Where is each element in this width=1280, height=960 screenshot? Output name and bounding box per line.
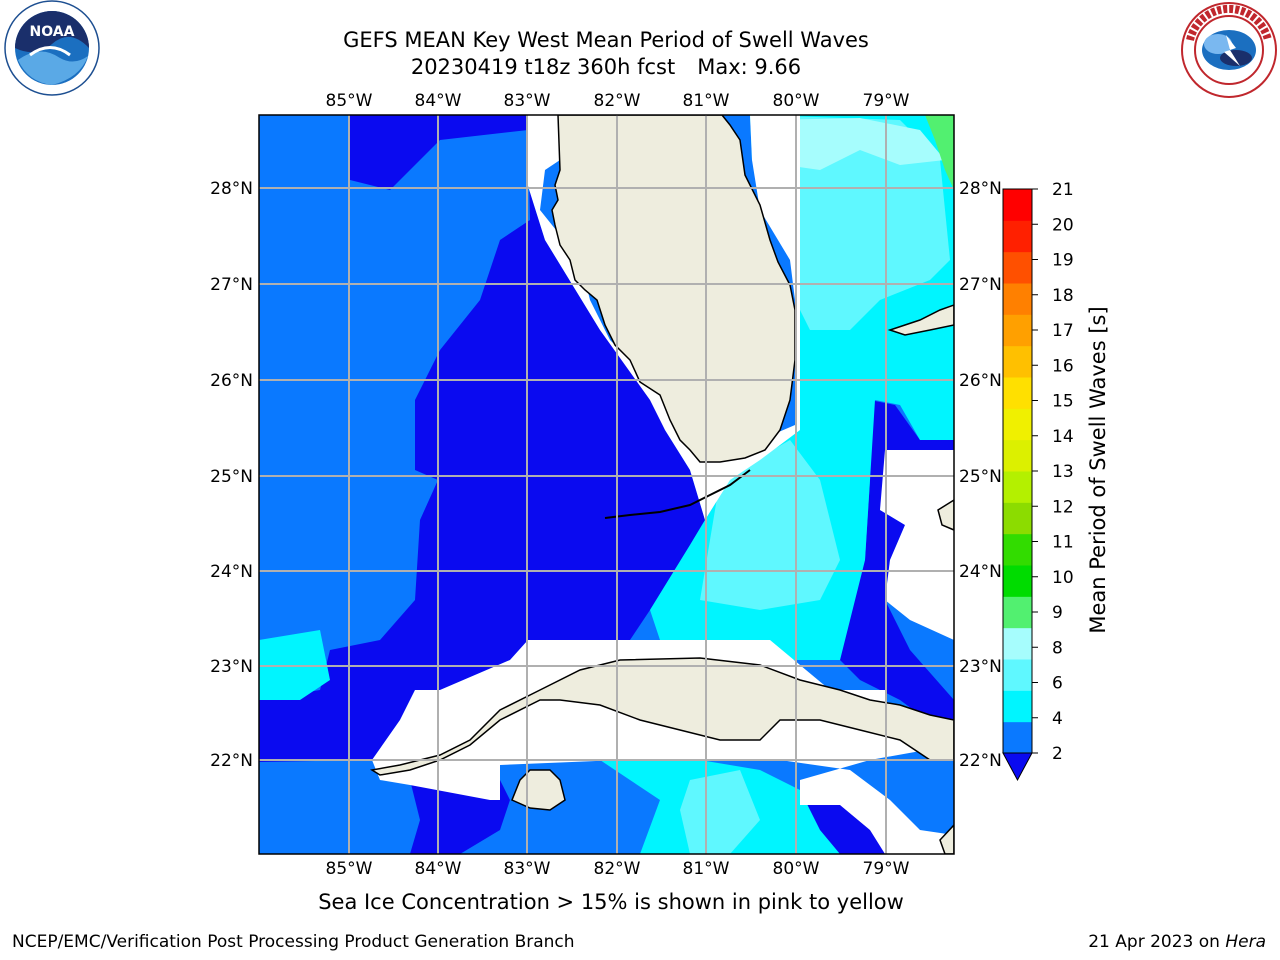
lon-tick-bottom: 83°W <box>504 859 551 879</box>
lon-tick-bottom: 79°W <box>863 859 910 879</box>
colorbar-segment <box>1003 502 1032 535</box>
map-frame <box>258 114 955 855</box>
colorbar-tick-label: 9 <box>1052 603 1063 623</box>
lat-tick-left: 24°N <box>210 562 253 582</box>
footer-branch: NCEP/EMC/Verification Post Processing Pr… <box>12 932 575 952</box>
colorbar-tick-label: 21 <box>1052 180 1074 200</box>
colorbar-tick-label: 2 <box>1052 744 1063 764</box>
colorbar-tick-label: 8 <box>1052 638 1063 658</box>
lat-tick-right: 27°N <box>959 275 1002 295</box>
max-value: Max: 9.66 <box>697 55 802 79</box>
footer-host: Hera <box>1225 932 1266 952</box>
field-band-below-2-3 <box>840 400 954 740</box>
land-bahamas <box>887 304 954 336</box>
colorbar-segment <box>1003 251 1032 284</box>
colorbar-tick-label: 10 <box>1052 568 1074 588</box>
lon-tick-bottom: 80°W <box>773 859 820 879</box>
field-band-9-10 <box>925 115 954 190</box>
land-haiti <box>939 823 954 854</box>
land-isla-juventud <box>511 769 566 811</box>
colorbar-segment <box>1003 596 1032 629</box>
footer-date: 21 Apr 2023 on Hera <box>1088 932 1266 952</box>
colorbar-label: Mean Period of Swell Waves [s] <box>1086 306 1110 634</box>
map-title: GEFS MEAN Key West Mean Period of Swell … <box>343 28 869 52</box>
field-band-6-8 <box>760 115 950 330</box>
lon-tick-bottom: 84°W <box>415 859 462 879</box>
florida-keys <box>604 469 751 519</box>
colorbar-tick-label: 18 <box>1052 286 1074 306</box>
colorbar-tick-label: 19 <box>1052 251 1074 271</box>
noaa-logo: NOAA <box>4 0 100 96</box>
lat-tick-left: 23°N <box>210 657 253 677</box>
land-bahamas-2 <box>937 499 954 531</box>
colorbar-segment <box>1003 471 1032 503</box>
lon-tick-top: 81°W <box>683 91 730 111</box>
colorbar-segment <box>1003 721 1032 754</box>
colorbar-segment <box>1003 283 1032 315</box>
lon-tick-top: 79°W <box>863 91 910 111</box>
colorbar-segment <box>1003 627 1032 660</box>
sea-ice-caption: Sea Ice Concentration > 15% is shown in … <box>318 890 904 914</box>
colorbar-tick-label: 11 <box>1052 533 1074 553</box>
colorbar-segment <box>1003 189 1032 221</box>
colorbar-segment <box>1003 345 1032 378</box>
lon-tick-bottom: 82°W <box>594 859 641 879</box>
colorbar-segment <box>1003 659 1032 691</box>
map-gridlines <box>259 115 954 854</box>
lat-tick-right: 26°N <box>959 371 1002 391</box>
colorbar-tick-label: 13 <box>1052 462 1074 482</box>
colorbar-segment <box>1003 690 1032 723</box>
colorbar-tick-label: 20 <box>1052 215 1074 235</box>
svg-text:NOAA: NOAA <box>30 24 75 40</box>
missing-area-bahamas <box>880 450 954 640</box>
map-subtitle: 20230419 t18z 360h fcst Max: 9.66 <box>258 54 954 80</box>
colorbar-segment <box>1003 220 1032 253</box>
lon-tick-bottom: 81°W <box>683 859 730 879</box>
missing-area-florida <box>528 115 800 520</box>
footer-date-text: 21 Apr 2023 on <box>1088 932 1226 952</box>
lon-tick-top: 83°W <box>504 91 551 111</box>
forecast-date: 20230419 t18z 360h fcst <box>410 55 676 79</box>
colorbar-tick-label: 17 <box>1052 321 1074 341</box>
colorbar-tick-label: 6 <box>1052 674 1063 694</box>
colorbar-tick-label: 12 <box>1052 497 1074 517</box>
colorbar-segment <box>1003 565 1032 597</box>
lat-tick-left: 22°N <box>210 751 253 771</box>
lon-tick-top: 80°W <box>773 91 820 111</box>
colorbar-segment <box>1003 408 1032 441</box>
field-band-6-8-3 <box>680 770 760 854</box>
lon-tick-top: 82°W <box>594 91 641 111</box>
colorbar-segment <box>1003 377 1032 409</box>
lat-tick-right: 22°N <box>959 751 1002 771</box>
colorbar-segment <box>1003 533 1032 566</box>
colorbar-tick-label: 15 <box>1052 392 1074 412</box>
lat-tick-left: 28°N <box>210 179 253 199</box>
land-florida <box>551 115 796 463</box>
colorbar-segment <box>1003 439 1032 472</box>
field-band-below-2 <box>259 115 705 762</box>
colorbar-tick-label: 4 <box>1052 709 1063 729</box>
lat-tick-right: 28°N <box>959 179 1002 199</box>
field-band-8-9 <box>770 118 945 170</box>
lat-tick-right: 25°N <box>959 467 1002 487</box>
lon-tick-bottom: 85°W <box>326 859 373 879</box>
lat-tick-left: 25°N <box>210 467 253 487</box>
colorbar-tick-label: 14 <box>1052 427 1074 447</box>
lat-tick-left: 27°N <box>210 275 253 295</box>
nws-logo <box>1181 2 1277 98</box>
lon-tick-top: 84°W <box>415 91 462 111</box>
colorbar-segment <box>1003 314 1032 347</box>
lat-tick-right: 24°N <box>959 562 1002 582</box>
lat-tick-left: 26°N <box>210 371 253 391</box>
colorbar-under-triangle <box>1002 752 1033 782</box>
lat-tick-right: 23°N <box>959 657 1002 677</box>
colorbar: 2 4 6 8 9 10 11 12 13 14 15 16 17 18 19 20 21 <box>1002 180 1074 782</box>
colorbar-tick-label: 16 <box>1052 356 1074 376</box>
lon-tick-top: 85°W <box>326 91 373 111</box>
